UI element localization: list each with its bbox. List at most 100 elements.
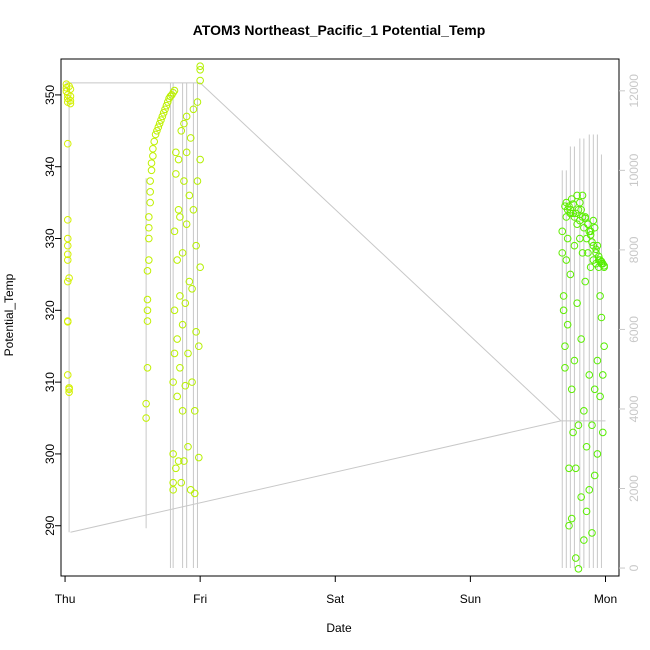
- data-point: [573, 191, 581, 200]
- data-point: [184, 349, 192, 358]
- data-point: [169, 478, 177, 487]
- data-point: [563, 320, 572, 329]
- data-point: [596, 292, 604, 300]
- data-point: [584, 220, 592, 228]
- data-point: [570, 213, 579, 221]
- data-point: [143, 317, 152, 325]
- data-point: [569, 200, 577, 208]
- data-point: [561, 363, 569, 372]
- data-point: [592, 245, 600, 254]
- data-point: [582, 442, 591, 451]
- data-point: [66, 85, 75, 93]
- data-point: [63, 139, 72, 148]
- data-point: [590, 471, 599, 480]
- data-point: [193, 177, 202, 185]
- data-point: [142, 399, 150, 408]
- data-point: [63, 216, 72, 224]
- data-point: [146, 188, 154, 196]
- y-axis-label: Potential_Temp: [2, 273, 16, 356]
- x-axis: Thu Fri Sat Sun Mon: [55, 576, 617, 606]
- data-point: [147, 159, 156, 167]
- data-point: [192, 241, 200, 250]
- data-point: [151, 130, 160, 139]
- data-point: [188, 284, 196, 293]
- data-point: [169, 88, 177, 97]
- data-point: [170, 306, 179, 315]
- data-point: [192, 328, 200, 336]
- data-point: [567, 195, 576, 203]
- data-point: [193, 98, 202, 106]
- data-point: [180, 457, 188, 465]
- data-point: [182, 148, 191, 157]
- data-point: [150, 137, 159, 146]
- data-point: [149, 144, 157, 153]
- data-point: [577, 335, 585, 343]
- data-point: [586, 231, 595, 239]
- data-point: [155, 119, 164, 128]
- data-point: [147, 166, 156, 175]
- y-tick-label: 330: [43, 228, 57, 248]
- data-point: [558, 227, 567, 236]
- data-point: [562, 256, 571, 264]
- data-point: [169, 450, 177, 458]
- data-point: [593, 241, 602, 250]
- data-point: [578, 249, 587, 257]
- data-point: [153, 127, 161, 135]
- data-point: [178, 407, 187, 415]
- data-point: [588, 238, 596, 246]
- y-tick-label: 340: [43, 156, 57, 176]
- data-point: [590, 385, 599, 394]
- x-tick-label: Mon: [594, 592, 617, 606]
- data-point: [142, 414, 150, 422]
- data-point: [176, 363, 184, 372]
- data-point: [178, 320, 187, 329]
- x-tick-label: Sat: [326, 592, 345, 606]
- y2-tick-label: 4000: [627, 395, 641, 422]
- data-point: [195, 342, 203, 351]
- data-point: [186, 134, 195, 142]
- data-point: [157, 116, 165, 124]
- data-point: [565, 521, 573, 530]
- data-point: [569, 209, 577, 218]
- data-point: [181, 299, 190, 307]
- data-point: [574, 565, 583, 573]
- data-point: [567, 514, 576, 523]
- y2-axis-right: 0 2000 4000 6000 8000 10000 12000: [619, 74, 641, 571]
- data-point: [149, 152, 157, 160]
- data-point: [598, 259, 607, 268]
- y2-tick-label: 0: [627, 564, 641, 571]
- data-point: [190, 489, 199, 498]
- x-tick-label: Sun: [460, 592, 481, 606]
- data-point: [66, 92, 75, 101]
- data-point: [597, 313, 606, 322]
- data-point: [143, 267, 152, 275]
- data-point: [145, 223, 153, 232]
- data-point: [196, 62, 204, 70]
- data-point: [195, 453, 203, 462]
- data-point: [143, 363, 152, 372]
- data-point: [169, 486, 177, 494]
- data-point: [585, 227, 594, 236]
- data-point: [180, 177, 188, 185]
- data-point: [600, 262, 608, 270]
- data-point: [589, 216, 598, 225]
- data-point: [176, 292, 184, 300]
- data-point: [161, 105, 169, 114]
- data-point: [63, 250, 72, 259]
- y2-tick-label: 10000: [627, 153, 641, 187]
- y-tick-label: 350: [43, 85, 57, 105]
- data-point: [566, 270, 575, 279]
- data-point: [173, 256, 181, 264]
- data-point: [181, 381, 190, 390]
- y-tick-label: 300: [43, 444, 57, 464]
- data-point: [561, 342, 569, 351]
- data-point: [174, 205, 183, 214]
- data-point: [600, 342, 608, 351]
- data-point: [596, 392, 604, 401]
- data-point: [63, 277, 72, 286]
- data-point: [162, 101, 171, 110]
- depth-line: [65, 82, 606, 533]
- y-axis: 290 300 310 320 330 340 350: [43, 85, 61, 536]
- data-point: [143, 295, 152, 304]
- data-point: [598, 428, 607, 437]
